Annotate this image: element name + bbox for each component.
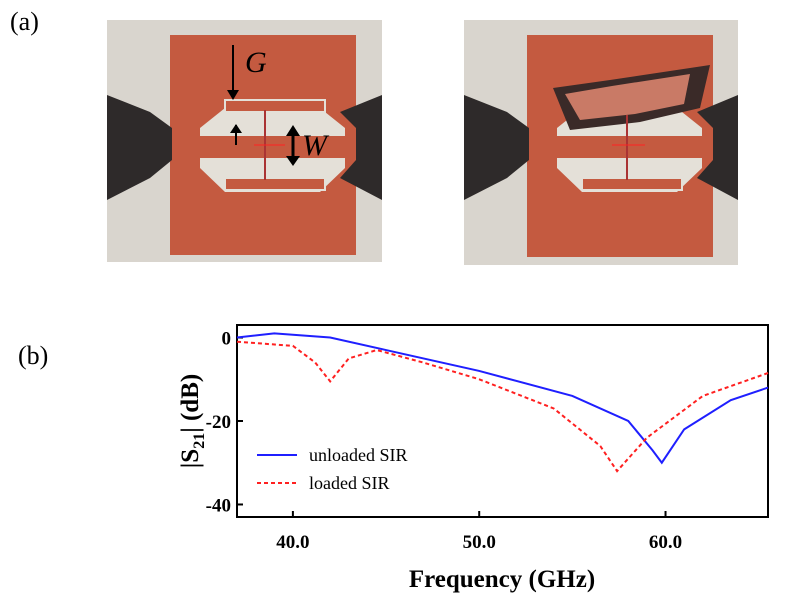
y-tick-label: -20 xyxy=(206,412,231,433)
legend-label: loaded SIR xyxy=(309,473,390,493)
y-label-sub: 21 xyxy=(191,433,208,449)
photo-unloaded: G W xyxy=(107,20,382,262)
y-label-rest: | (dB) xyxy=(177,374,204,433)
x-axis-label: Frequency (GHz) xyxy=(409,566,595,593)
line-series xyxy=(236,340,769,473)
y-tick-label: 0 xyxy=(222,329,232,350)
x-tick-label: 50.0 xyxy=(463,532,496,553)
panel-label: (a) xyxy=(10,7,39,36)
y-axis-label: |S21| (dB) xyxy=(177,374,208,468)
gap-label: G xyxy=(245,46,267,79)
x-tick-label: 60.0 xyxy=(649,532,682,553)
y-label-main: |S xyxy=(177,449,204,468)
legend-label: unloaded SIR xyxy=(309,445,408,465)
x-tick-label: 40.0 xyxy=(276,532,309,553)
photo-loaded xyxy=(464,20,738,265)
y-tick-label: -40 xyxy=(206,495,231,516)
width-label: W xyxy=(302,129,330,162)
panel-label: (b) xyxy=(18,341,48,370)
line-series xyxy=(236,332,769,465)
